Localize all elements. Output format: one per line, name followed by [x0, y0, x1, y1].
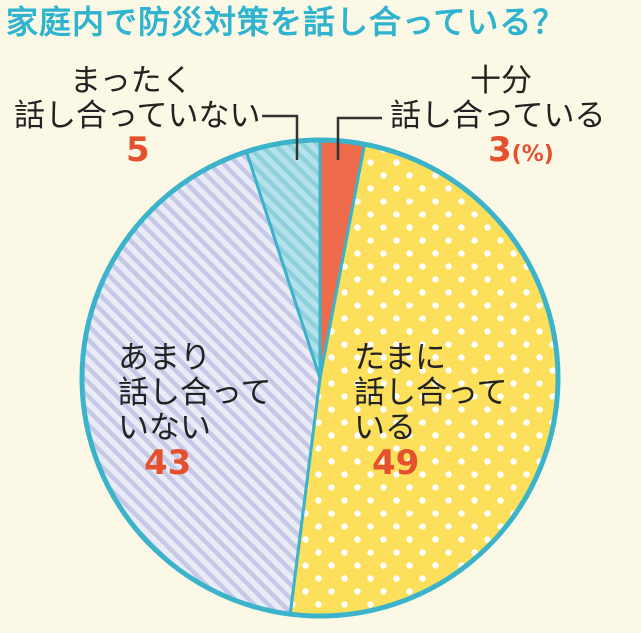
label-amari: あまり 話し合って いない 43 — [118, 341, 271, 481]
leader-lines — [262, 114, 382, 160]
label-mattaku-line2: 話し合っていない — [14, 98, 261, 134]
label-juubun-line2: 話し合っている — [390, 98, 606, 134]
label-mattaku-wrap2: 話し合っていない — [14, 99, 260, 134]
value-mattaku-wrap: 5 — [126, 133, 150, 169]
label-mattaku-wrap1: まったく — [70, 64, 193, 99]
label-juubun-line1: 十分 — [470, 63, 532, 99]
label-tamani-line1: たまに — [354, 340, 447, 376]
pie-outline — [79, 137, 561, 619]
unit-label: (%) — [511, 142, 554, 167]
label-mattaku-line1: まったく — [70, 63, 193, 99]
label-tamani-line2: 話し合って — [354, 375, 508, 411]
chart-title: 家庭内で防災対策を話し合っている？ — [6, 3, 566, 41]
leader-line-juubun — [336, 116, 382, 160]
label-amari-line3: いない — [118, 410, 211, 446]
value-mattaku: 5 — [126, 130, 150, 170]
label-amari-line2: 話し合って — [118, 375, 272, 411]
label-tamani: たまに 話し合って いる 49 — [354, 341, 507, 481]
value-juubun: 3 — [488, 130, 512, 170]
label-amari-line1: あまり — [118, 340, 211, 376]
value-tamani: 49 — [372, 443, 420, 483]
value-juubun-wrap: 3(%) — [488, 133, 554, 172]
label-tamani-line3: いる — [354, 410, 416, 446]
label-juubun-line2-wrap: 話し合っている — [390, 99, 605, 134]
value-amari: 43 — [144, 443, 192, 483]
leader-line-mattaku — [262, 114, 299, 160]
label-juubun: 十分 — [470, 63, 532, 99]
